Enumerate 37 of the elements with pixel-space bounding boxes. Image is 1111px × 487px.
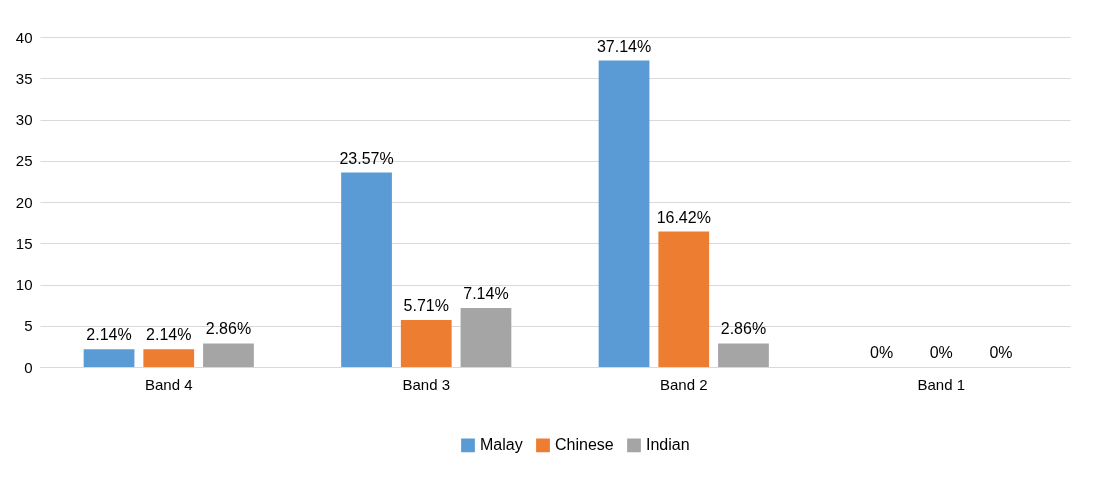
y-tick-label: 40 (15, 28, 33, 46)
y-tick-label: 0 (24, 358, 33, 376)
y-tick-label: 10 (15, 276, 33, 293)
data-label: 0% (989, 344, 1013, 361)
bar (460, 307, 512, 368)
legend-label: Chinese (555, 436, 614, 454)
x-tick-label: Band 4 (144, 375, 193, 393)
y-tick-label: 20 (15, 193, 33, 211)
bar (717, 343, 770, 368)
y-tick-label: 30 (15, 111, 33, 128)
x-tick-label: Band 3 (402, 375, 451, 393)
y-tick-label: 15 (15, 234, 33, 252)
data-label: 7.14% (463, 285, 509, 303)
data-label: 2.86% (720, 320, 767, 338)
x-tick-label: Band 1 (917, 375, 966, 393)
bar (658, 231, 710, 368)
data-label: 23.57% (339, 149, 394, 167)
y-tick-label: 5 (24, 317, 33, 335)
bar (143, 349, 195, 368)
bar (202, 343, 255, 368)
bar (340, 172, 393, 368)
bar (400, 319, 452, 368)
legend-label: Indian (646, 436, 690, 454)
data-label: 0% (869, 344, 894, 361)
data-label: 2.14% (86, 326, 132, 344)
y-tick-label: 35 (15, 69, 33, 87)
data-label: 0% (929, 344, 953, 361)
legend-label: Malay (480, 436, 523, 454)
data-label: 2.86% (205, 320, 252, 338)
data-label: 16.42% (656, 208, 711, 226)
y-tick-label: 25 (15, 152, 33, 170)
bar (83, 349, 135, 368)
data-label: 37.14% (596, 37, 652, 55)
x-tick-label: Band 2 (659, 375, 708, 393)
data-label: 2.14% (146, 326, 192, 344)
data-label: 5.71% (403, 296, 449, 314)
bar (598, 60, 650, 368)
